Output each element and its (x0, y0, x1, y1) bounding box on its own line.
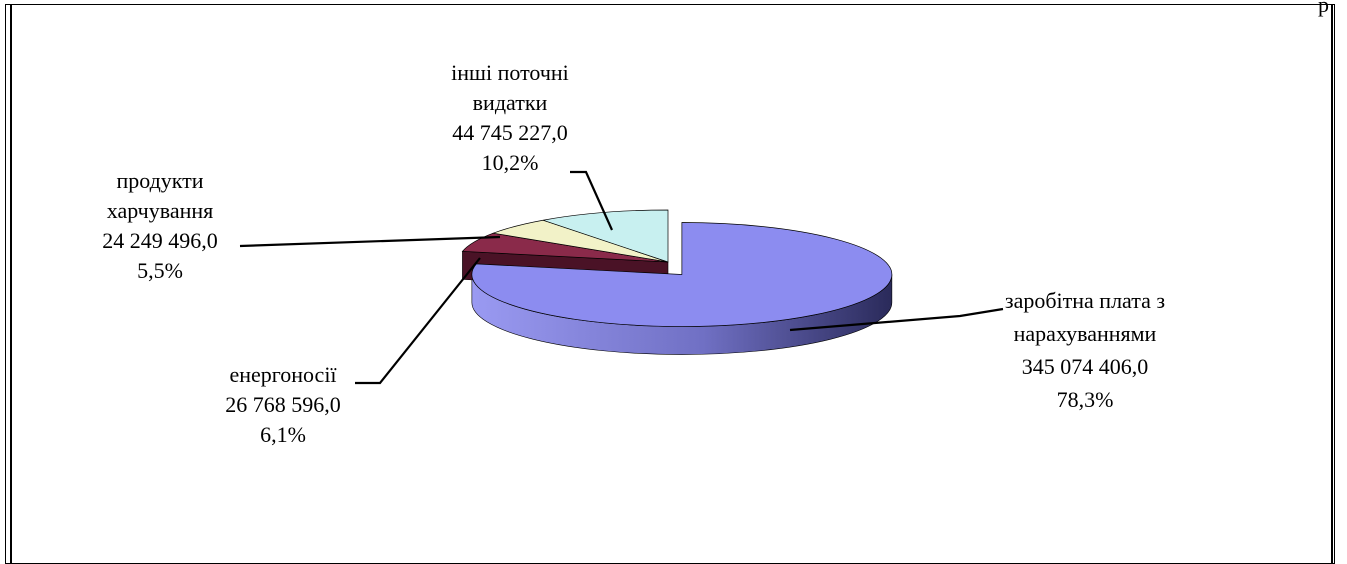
pie-slice-0 (471, 222, 893, 327)
data-label-1: енергоносії 26 768 596,0 6,1% (225, 362, 341, 447)
pie-slice-3 (542, 209, 669, 263)
data-label-3: інші поточні видатки 44 745 227,0 10,2% (451, 60, 569, 175)
leader-line-0 (789, 307, 1004, 332)
page-fragment-text: р (1318, 0, 1329, 17)
pie-chart: заробітна плата з нарахуваннями 345 074 40… (102, 60, 1165, 447)
data-label-2: продукти харчування 24 249 496,0 5,5% (102, 168, 218, 283)
data-label-0: заробітна плата з нарахуваннями 345 074 40… (1005, 288, 1165, 412)
leader-line-3 (570, 170, 614, 231)
chart-frame-inner (10, 4, 1333, 564)
leader-line-2 (239, 235, 501, 248)
leader-line-1 (355, 257, 481, 385)
pie-leader-lines (239, 170, 1004, 385)
pie-labels: заробітна плата з нарахуваннями 345 074 40… (102, 60, 1165, 447)
pie-tops (461, 209, 893, 327)
